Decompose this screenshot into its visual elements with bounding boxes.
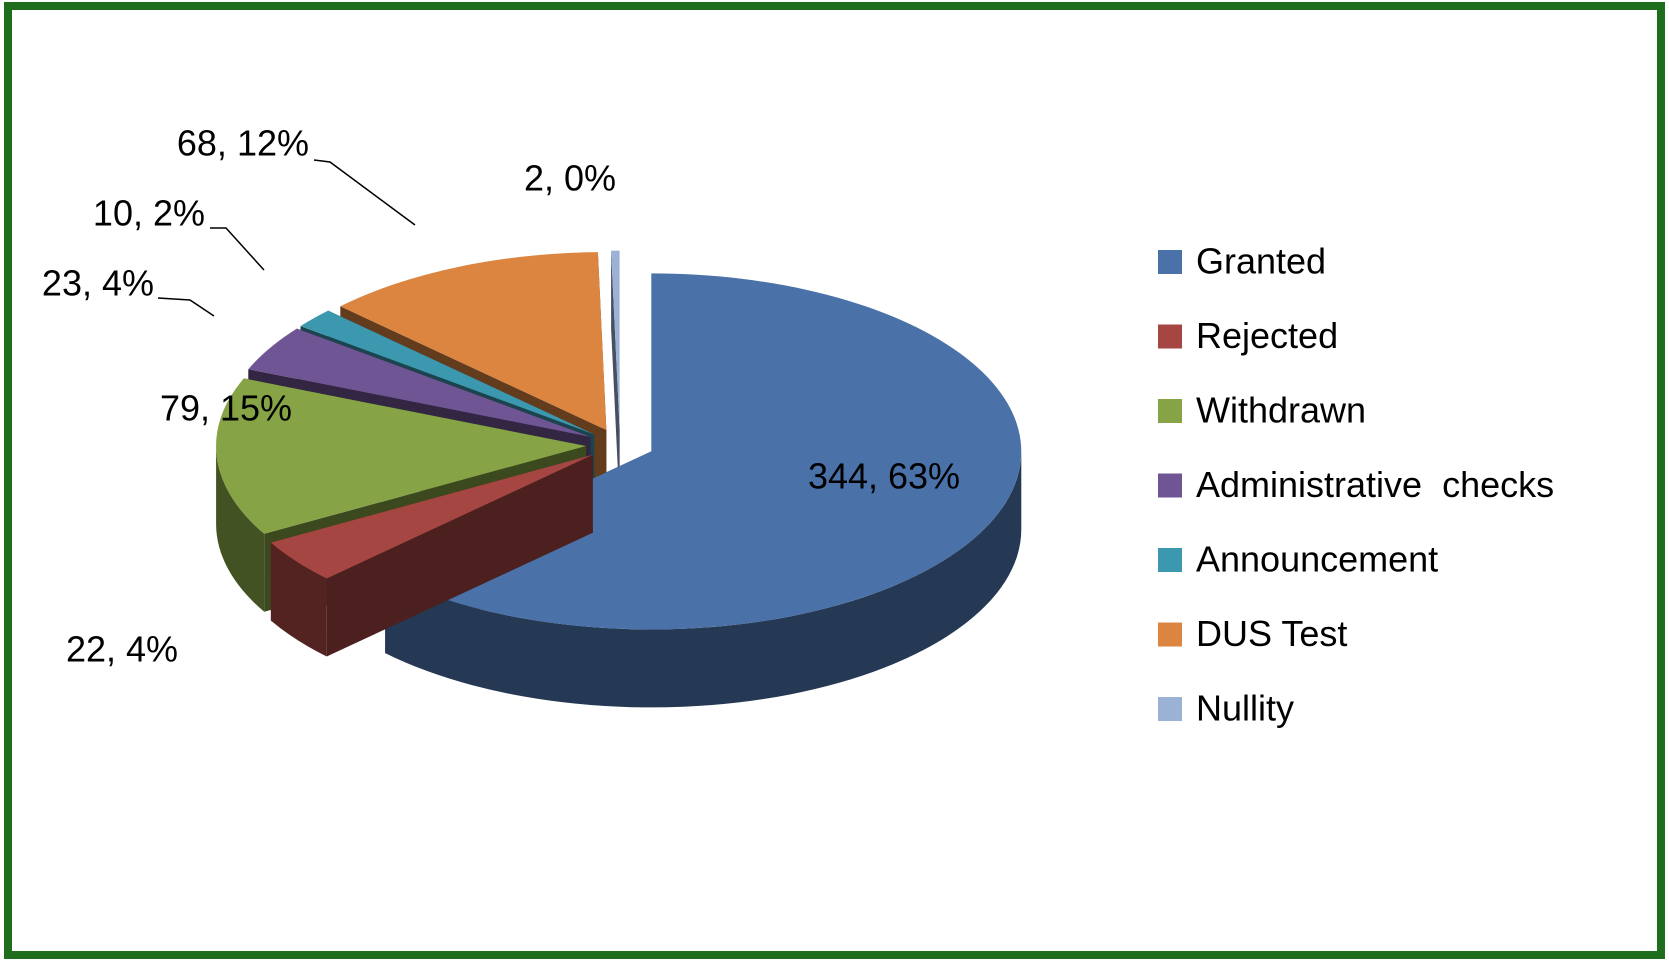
legend-label: Announcement xyxy=(1196,539,1438,580)
legend-swatch xyxy=(1158,324,1182,349)
legend-swatch xyxy=(1158,250,1182,274)
slice xyxy=(270,454,593,657)
slice xyxy=(300,310,595,435)
legend-label: Withdrawn xyxy=(1196,390,1366,431)
slice xyxy=(611,250,620,429)
legend-label: Granted xyxy=(1196,241,1326,282)
leader-lines xyxy=(157,159,416,317)
slice xyxy=(216,378,587,534)
data-label: 23, 4% xyxy=(42,263,154,304)
slice xyxy=(340,252,607,431)
legend-swatch xyxy=(1158,548,1182,572)
legend-swatch xyxy=(1158,622,1182,647)
leader-line xyxy=(210,227,265,271)
slice-side xyxy=(611,250,620,507)
legend-swatch xyxy=(1158,473,1182,498)
data-label: 22, 4% xyxy=(66,629,178,670)
data-label: 2, 0% xyxy=(524,158,616,199)
slice xyxy=(248,328,591,437)
slice xyxy=(270,454,593,579)
slice xyxy=(611,250,620,507)
legend-label: Rejected xyxy=(1196,315,1338,356)
slice-side xyxy=(270,454,593,621)
data-label: 79, 15% xyxy=(160,388,292,429)
legend-swatch xyxy=(1158,697,1182,721)
pie xyxy=(216,250,1022,708)
slice-wall xyxy=(216,446,265,612)
data-label: 10, 2% xyxy=(93,193,205,234)
legend-label: DUS Test xyxy=(1196,613,1347,654)
slice-wall xyxy=(270,542,327,657)
data-label: 344, 63% xyxy=(808,456,960,497)
leader-line xyxy=(157,297,215,317)
data-label: 68, 12% xyxy=(177,123,309,164)
legend-label: Administrative checks xyxy=(1196,464,1554,505)
leader-line xyxy=(313,159,416,226)
legend-label: Nullity xyxy=(1196,688,1294,729)
slice-wall xyxy=(385,451,1022,708)
legend-swatch xyxy=(1158,399,1182,423)
